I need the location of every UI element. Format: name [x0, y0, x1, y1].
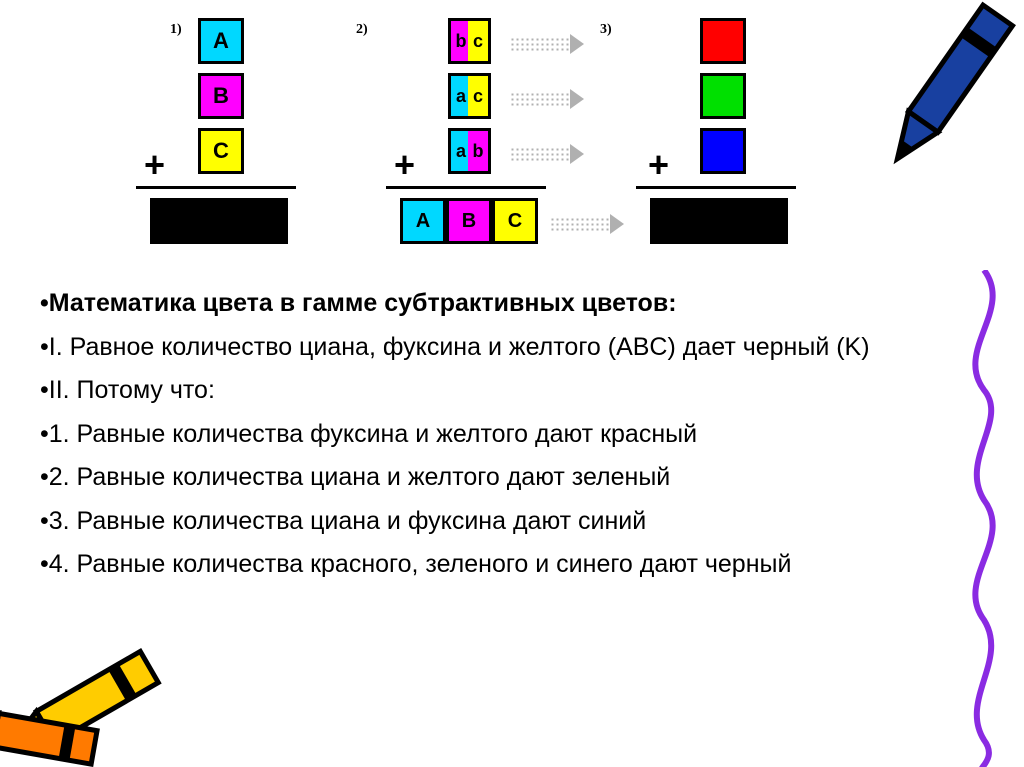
col2-result-C: C	[492, 198, 538, 244]
crayon-top-right	[864, 0, 1024, 180]
text-content: •Математика цвета в гамме субтрактивных …	[40, 285, 980, 590]
col1-result-2	[196, 198, 242, 244]
col2-p2-r: c	[468, 73, 491, 119]
col2-p3-r: b	[468, 128, 491, 174]
col3-result-1	[650, 198, 696, 244]
col2-p1-r: c	[468, 18, 491, 64]
col2-result-A: A	[400, 198, 446, 244]
col1-C: C	[198, 128, 244, 174]
col3-red	[700, 18, 746, 64]
col2-line	[386, 186, 546, 189]
col1-plus: +	[144, 144, 165, 186]
arrow-2	[510, 89, 584, 109]
arrow-1	[510, 34, 584, 54]
col1-result	[150, 198, 288, 244]
col1-B: B	[198, 73, 244, 119]
col3-result	[650, 198, 788, 244]
title-text: Математика цвета в гамме субтрактивных ц…	[49, 289, 677, 317]
col3-result-3	[742, 198, 788, 244]
col3-blue	[700, 128, 746, 174]
col1-result-3	[242, 198, 288, 244]
col3-result-2	[696, 198, 742, 244]
col2-result: A B C	[400, 198, 538, 244]
line-2: II. Потому что:	[49, 376, 215, 404]
crayon-bottom-left	[0, 627, 180, 767]
col1-result-1	[150, 198, 196, 244]
line-1: I. Равное количество циана, фуксина и же…	[49, 333, 870, 361]
col3-plus: +	[648, 144, 669, 186]
arrow-4	[550, 214, 624, 234]
col3-line	[636, 186, 796, 189]
col2-plus: +	[394, 144, 415, 186]
line-3: 1. Равные количества фуксина и желтого д…	[49, 420, 697, 448]
line-5: 3. Равные количества циана и фуксина даю…	[49, 507, 646, 535]
col3-label: 3)	[600, 22, 612, 38]
col3-green	[700, 73, 746, 119]
col1-label: 1)	[170, 22, 182, 38]
line-4: 2. Равные количества циана и желтого даю…	[49, 463, 671, 491]
col2-result-B: B	[446, 198, 492, 244]
arrow-3	[510, 144, 584, 164]
line-6: 4. Равные количества красного, зеленого …	[49, 550, 792, 578]
col2-label: 2)	[356, 22, 368, 38]
col1-line	[136, 186, 296, 189]
col1-A: A	[198, 18, 244, 64]
squiggle-right	[954, 270, 1024, 767]
color-math-diagram: 1) A B C + 2) b c a c a b + A B C 3) +	[170, 18, 870, 268]
